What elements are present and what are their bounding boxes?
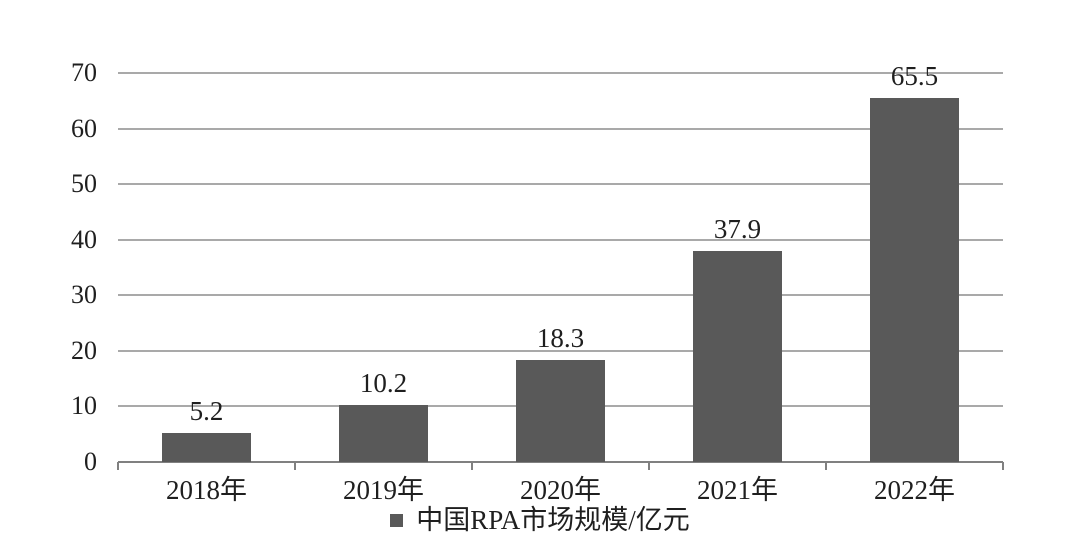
y-tick-label: 50 [71,169,97,199]
axis-tick [1002,462,1004,470]
bar-value-label: 65.5 [890,61,939,91]
y-tick-label: 30 [71,280,97,310]
gridline-20 [118,349,1003,352]
bar-value-label: 10.2 [359,368,408,399]
x-tick-label: 2020年 [520,475,601,505]
y-tick-label: 70 [71,58,97,87]
y-tick-label: 60 [71,113,97,143]
x-axis-line [118,461,1003,463]
gridline-30 [118,294,1003,297]
axis-tick [471,462,473,470]
gridline-70 [118,72,1003,74]
bar-2018年 [162,433,251,462]
legend: 中国RPA市场规模/亿元 [0,505,1080,535]
bar-2022年 [870,98,959,462]
x-tick-label: 2019年 [343,475,424,505]
axis-tick [294,462,296,470]
gridline-40 [118,238,1003,241]
y-tick-label: 0 [84,447,97,476]
legend-label: 中国RPA市场规模/亿元 [416,505,690,535]
y-tick-label: 10 [71,391,97,421]
bar-value-label: 18.3 [536,323,585,354]
gridline-60 [118,127,1003,130]
y-tick-label: 20 [71,335,97,365]
y-tick-label: 40 [71,224,97,254]
axis-tick [825,462,827,470]
axis-tick [117,462,119,470]
axis-tick [648,462,650,470]
legend-square-marker-icon [390,513,404,527]
bar-2019年 [339,405,428,462]
bar-value-label: 5.2 [189,396,224,427]
x-tick-label: 2022年 [874,475,955,505]
x-tick-label: 2018年 [166,475,247,505]
bar-value-label: 37.9 [713,214,762,245]
gridline-50 [118,183,1003,186]
bar-2021年 [693,251,782,462]
bar-2020年 [516,360,605,462]
x-tick-label: 2021年 [697,475,778,505]
